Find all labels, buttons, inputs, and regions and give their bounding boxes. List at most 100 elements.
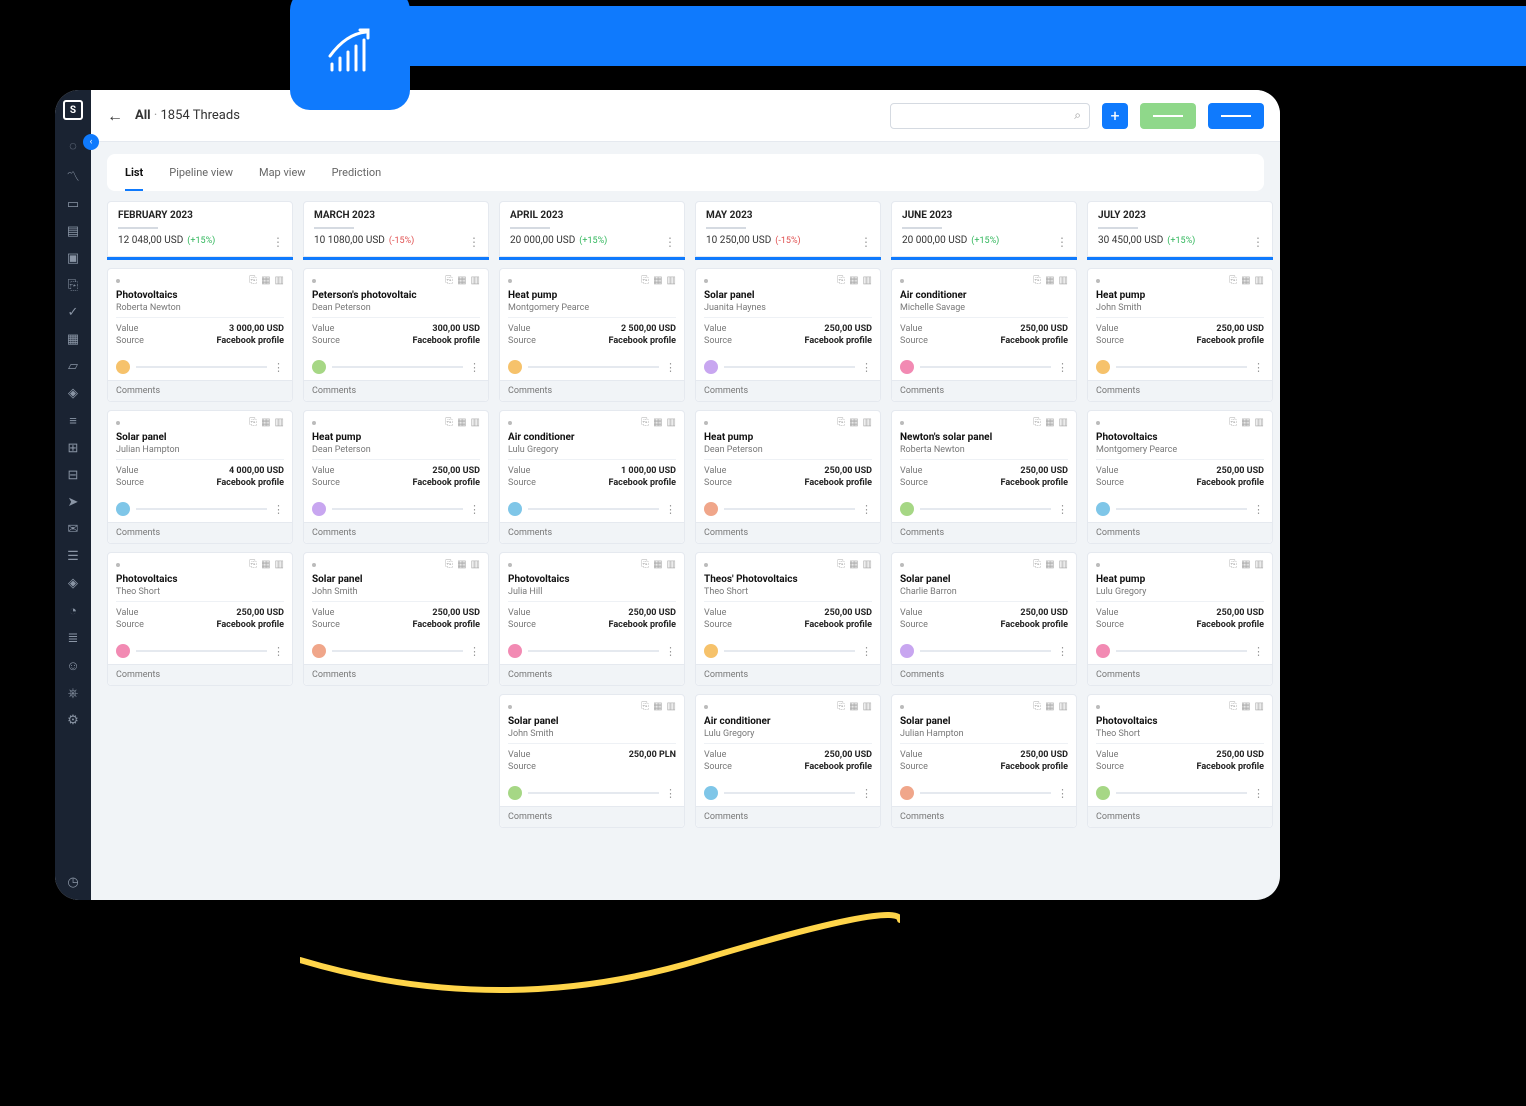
calendar-icon[interactable]: ▦ [457, 559, 466, 570]
calendar-icon[interactable]: ▦ [457, 275, 466, 286]
calendar-icon[interactable]: ▦ [1241, 701, 1250, 712]
archive-icon[interactable]: ▥ [863, 701, 872, 712]
calendar-icon[interactable]: ▦ [653, 417, 662, 428]
calendar-icon[interactable]: ▦ [653, 701, 662, 712]
clipboard-icon[interactable]: ⎘ [1033, 275, 1041, 286]
pipeline-card[interactable]: ⎘▦▥Peterson's photovoltaicDean PetersonV… [303, 268, 489, 402]
comments-section[interactable]: Comments [892, 664, 1076, 685]
pipeline-card[interactable]: ⎘▦▥Air conditionerLulu GregoryValue250,0… [695, 694, 881, 828]
card-menu-icon[interactable]: ⋮ [273, 646, 284, 657]
calendar-icon[interactable]: ▦ [261, 275, 270, 286]
pipeline-card[interactable]: ⎘▦▥Air conditionerMichelle SavageValue25… [891, 268, 1077, 402]
breadcrumb-root[interactable]: All [135, 108, 151, 123]
archive-icon[interactable]: ▥ [275, 559, 284, 570]
clipboard-icon[interactable]: ⎘ [641, 275, 649, 286]
pipeline-card[interactable]: ⎘▦▥Heat pumpDean PetersonValue250,00 USD… [303, 410, 489, 544]
comments-section[interactable]: Comments [304, 664, 488, 685]
calendar-icon[interactable]: ▦ [261, 417, 270, 428]
pipeline-card[interactable]: ⎘▦▥Heat pumpJohn SmithValue250,00 USDSou… [1087, 268, 1273, 402]
archive-icon[interactable]: ▥ [1059, 559, 1068, 570]
avatar[interactable] [312, 360, 326, 374]
avatar[interactable] [1096, 644, 1110, 658]
pipeline-card[interactable]: ⎘▦▥PhotovoltaicsRoberta NewtonValue3 000… [107, 268, 293, 402]
grid-icon[interactable]: ⊞ [68, 441, 79, 456]
comments-section[interactable]: Comments [892, 380, 1076, 401]
clipboard-icon[interactable]: ⎘ [837, 275, 845, 286]
pipeline-card[interactable]: ⎘▦▥PhotovoltaicsTheo ShortValue250,00 US… [107, 552, 293, 686]
card-menu-icon[interactable]: ⋮ [861, 362, 872, 373]
calendar-icon[interactable]: ▦ [1241, 417, 1250, 428]
pipeline-card[interactable]: ⎘▦▥Heat pumpDean PetersonValue250,00 USD… [695, 410, 881, 544]
comments-section[interactable]: Comments [892, 806, 1076, 827]
pipeline-card[interactable]: ⎘▦▥PhotovoltaicsTheo ShortValue250,00 US… [1087, 694, 1273, 828]
archive-icon[interactable]: ▥ [863, 559, 872, 570]
clipboard-icon[interactable]: ⎘ [249, 275, 257, 286]
clipboard-icon[interactable]: ⎘ [68, 278, 78, 293]
clipboard-icon[interactable]: ⎘ [1229, 701, 1237, 712]
calendar-icon[interactable]: ▦ [1045, 417, 1054, 428]
search-icon[interactable]: ⌕ [1074, 108, 1081, 123]
folder-icon[interactable]: ▱ [68, 359, 78, 374]
monitor-icon[interactable]: ▭ [67, 197, 79, 212]
search-input[interactable] [899, 110, 1074, 122]
archive-icon[interactable]: ▥ [471, 559, 480, 570]
clipboard-icon[interactable]: ⎘ [641, 559, 649, 570]
card-menu-icon[interactable]: ⋮ [665, 362, 676, 373]
avatar[interactable] [704, 786, 718, 800]
comments-section[interactable]: Comments [696, 806, 880, 827]
avatar[interactable] [704, 644, 718, 658]
layers-icon[interactable]: ≣ [68, 631, 79, 646]
send-icon[interactable]: ➤ [68, 495, 79, 510]
card-menu-icon[interactable]: ⋮ [1253, 646, 1264, 657]
avatar[interactable] [508, 360, 522, 374]
comments-section[interactable]: Comments [108, 664, 292, 685]
pipeline-card[interactable]: ⎘▦▥Solar panelJohn SmithValue250,00 PLNS… [499, 694, 685, 828]
chart-icon[interactable]: 〽 [66, 166, 79, 185]
card-menu-icon[interactable]: ⋮ [861, 504, 872, 515]
card-menu-icon[interactable]: ⋮ [1057, 362, 1068, 373]
clipboard-icon[interactable]: ⎘ [1033, 559, 1041, 570]
calendar-icon[interactable]: ▦ [1241, 275, 1250, 286]
comments-section[interactable]: Comments [892, 522, 1076, 543]
comments-section[interactable]: Comments [696, 522, 880, 543]
bookmark-icon[interactable]: ◈ [68, 576, 78, 591]
archive-icon[interactable]: ▥ [1255, 417, 1264, 428]
pipeline-card[interactable]: ⎘▦▥PhotovoltaicsMontgomery PearceValue25… [1087, 410, 1273, 544]
calendar-icon[interactable]: ▦ [849, 417, 858, 428]
avatar[interactable] [508, 644, 522, 658]
comments-section[interactable]: Comments [500, 664, 684, 685]
tab-map-view[interactable]: Map view [259, 166, 306, 191]
card-menu-icon[interactable]: ⋮ [1057, 646, 1068, 657]
clipboard-icon[interactable]: ⎘ [837, 701, 845, 712]
archive-icon[interactable]: ▥ [471, 417, 480, 428]
archive-icon[interactable]: ▥ [275, 275, 284, 286]
calendar-icon[interactable]: ▦ [653, 559, 662, 570]
archive-icon[interactable]: ▥ [1255, 701, 1264, 712]
clipboard-icon[interactable]: ⎘ [1033, 701, 1041, 712]
calendar-icon[interactable]: ▦ [1045, 559, 1054, 570]
archive-icon[interactable]: ▥ [863, 275, 872, 286]
archive-icon[interactable]: ▥ [275, 417, 284, 428]
archive-icon[interactable]: ▥ [1059, 275, 1068, 286]
clipboard-icon[interactable]: ⎘ [837, 559, 845, 570]
comments-section[interactable]: Comments [304, 380, 488, 401]
clipboard-icon[interactable]: ⎘ [641, 701, 649, 712]
clipboard-icon[interactable]: ⎘ [445, 559, 453, 570]
comments-section[interactable]: Comments [500, 522, 684, 543]
avatar[interactable] [1096, 786, 1110, 800]
box-icon[interactable]: ▣ [67, 251, 79, 266]
archive-icon[interactable]: ▥ [667, 701, 676, 712]
comments-section[interactable]: Comments [108, 522, 292, 543]
tab-prediction[interactable]: Prediction [332, 166, 382, 191]
card-menu-icon[interactable]: ⋮ [469, 362, 480, 373]
inbox-icon[interactable]: ⊟ [68, 468, 79, 483]
avatar[interactable] [900, 786, 914, 800]
archive-icon[interactable]: ▥ [863, 417, 872, 428]
calendar-icon[interactable]: ▦ [1045, 701, 1054, 712]
card-menu-icon[interactable]: ⋮ [1057, 504, 1068, 515]
avatar[interactable] [312, 502, 326, 516]
clipboard-icon[interactable]: ⎘ [1229, 559, 1237, 570]
column-menu-icon[interactable]: ⋮ [1056, 236, 1068, 248]
archive-icon[interactable]: ▥ [667, 559, 676, 570]
column-menu-icon[interactable]: ⋮ [272, 236, 284, 248]
